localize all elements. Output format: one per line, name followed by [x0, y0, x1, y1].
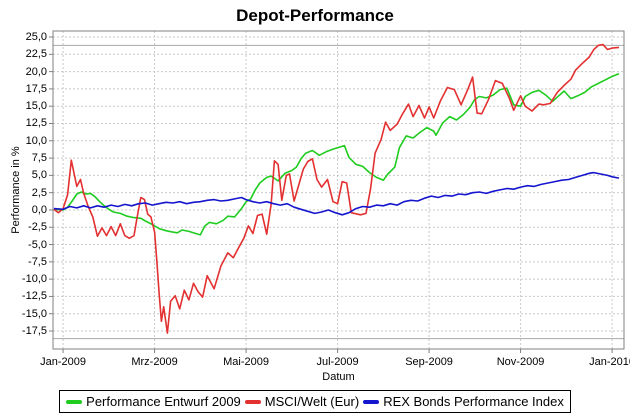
legend-label: MSCI/Welt (Eur) — [264, 394, 360, 409]
y-tick-label: 22,5 — [25, 48, 47, 61]
y-tick-label: 10,0 — [25, 134, 47, 147]
y-tick-label: 5,0 — [31, 169, 47, 182]
x-tick-label: Jul-2009 — [316, 356, 359, 368]
legend-swatch-icon — [363, 399, 380, 404]
y-tick-label: 12,5 — [25, 117, 47, 130]
legend-label: REX Bonds Performance Index — [383, 394, 564, 409]
y-tick-label: -2,5 — [28, 221, 47, 234]
x-tick-label: Jan-2010 — [589, 356, 630, 368]
plot-border — [52, 30, 625, 350]
y-tick-label: 25,0 — [25, 31, 47, 44]
x-tick-label: Jan-2009 — [40, 356, 86, 368]
y-tick-label: 17,5 — [25, 82, 47, 95]
legend-item: REX Bonds Performance Index — [363, 394, 564, 409]
y-tick-label: -10,0 — [21, 273, 47, 286]
y-tick-label: 2,5 — [31, 186, 47, 199]
x-tick-label: Mai-2009 — [223, 356, 269, 368]
y-tick-label: 0,0 — [31, 203, 47, 216]
chart-title: Depot-Performance — [236, 6, 394, 25]
legend-box: Performance Entwurf 2009 MSCI/Welt (Eur) R… — [59, 390, 571, 413]
series-line — [53, 171, 620, 216]
x-tick-label: Mrz-2009 — [131, 356, 178, 368]
series-line — [53, 43, 620, 334]
y-tick-label: -15,0 — [21, 307, 47, 320]
y-tick-label: -7,5 — [28, 255, 47, 268]
y-tick-label: -12,5 — [21, 290, 47, 303]
legend: Performance Entwurf 2009 MSCI/Welt (Eur) R… — [0, 389, 630, 414]
x-tick-label: Nov-2009 — [496, 356, 545, 368]
legend-label: Performance Entwurf 2009 — [86, 394, 241, 409]
legend-swatch-icon — [66, 399, 83, 404]
x-axis-title: Datum — [322, 371, 355, 383]
y-tick-label: 15,0 — [25, 100, 47, 113]
legend-item: Performance Entwurf 2009 — [66, 394, 241, 409]
y-tick-label: 20,0 — [25, 65, 47, 78]
y-tick-label: -5,0 — [28, 238, 47, 251]
y-tick-label: -17,5 — [21, 325, 47, 337]
legend-swatch-icon — [244, 399, 261, 404]
x-tick-label: Sep-2009 — [405, 356, 453, 368]
y-tick-label: 7,5 — [31, 152, 47, 165]
legend-item: MSCI/Welt (Eur) — [244, 394, 360, 409]
